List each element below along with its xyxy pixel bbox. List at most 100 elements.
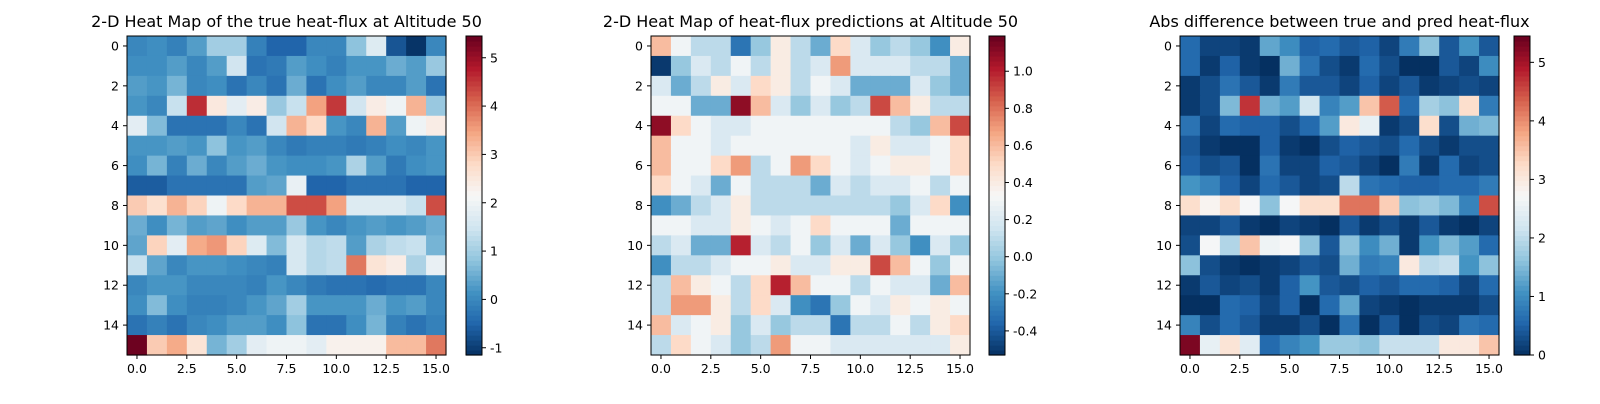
heatmap-cell — [1359, 75, 1380, 97]
colorbar-segment — [989, 125, 1005, 132]
heatmap-cell — [127, 195, 148, 217]
heatmap-cell — [1359, 235, 1380, 256]
heatmap-cell — [266, 255, 288, 276]
heatmap-cell — [870, 335, 891, 356]
heatmap-cell — [266, 275, 288, 296]
heatmap-cell — [1439, 75, 1460, 97]
heatmap-cell — [426, 255, 447, 276]
colorbar-segment — [1514, 220, 1530, 226]
colorbar-segment — [1514, 75, 1530, 82]
heatmap-cell — [730, 255, 752, 276]
heatmap-cell — [206, 135, 228, 157]
heatmap-cell — [750, 36, 772, 57]
heatmap-cell — [226, 295, 248, 316]
colorbar-tick-label: -0.4 — [1013, 323, 1037, 338]
heatmap-cell — [770, 275, 792, 296]
heatmap-cell — [1299, 295, 1321, 316]
colorbar-segment — [1514, 290, 1530, 296]
heatmap-cell — [146, 335, 168, 356]
heatmap-cell — [146, 115, 168, 137]
colorbar-segment — [466, 225, 482, 231]
heatmap-cell — [186, 175, 208, 197]
heatmap-cell — [790, 215, 812, 236]
heatmap-cell — [1259, 115, 1281, 137]
heatmap-cell — [710, 295, 732, 316]
colorbar-segment — [466, 185, 482, 192]
heatmap-cell — [346, 195, 367, 217]
heatmap-cell — [910, 36, 931, 57]
colorbar-segment — [466, 340, 482, 346]
heatmap-cell — [1299, 155, 1321, 177]
heatmap-cell — [1299, 215, 1321, 236]
heatmap-cell — [127, 275, 148, 296]
heatmap-cell — [1459, 155, 1480, 177]
heatmap-cell — [930, 75, 951, 97]
heatmap-cell — [1259, 275, 1281, 296]
heatmap-cell — [1299, 95, 1321, 117]
heatmap-cell — [790, 255, 812, 276]
heatmap-cell — [127, 295, 148, 316]
heatmap-cell — [286, 55, 308, 77]
colorbar-tick-label: 4 — [1538, 113, 1546, 128]
heatmap-cell — [146, 235, 168, 256]
heatmap-cell — [1259, 315, 1281, 336]
heatmap-cell — [326, 135, 347, 157]
heatmap-cell — [651, 115, 672, 137]
heatmap-cell — [286, 295, 308, 316]
heatmap-cell — [406, 315, 427, 336]
heatmap-cell — [670, 55, 692, 77]
heatmap-cell — [346, 275, 367, 296]
colorbar-segment — [1514, 36, 1530, 42]
heatmap-cell — [770, 255, 792, 276]
heatmap-cell — [186, 315, 208, 336]
heatmap-cell — [1239, 195, 1261, 217]
heatmap-cell — [1399, 36, 1420, 57]
heatmap-cell — [651, 335, 672, 356]
heatmap-cell — [830, 335, 851, 356]
heatmap-cell — [166, 175, 188, 197]
heatmap-cell — [346, 135, 367, 157]
heatmap-cell — [346, 295, 367, 316]
colorbar-segment — [989, 225, 1005, 231]
heatmap-cell — [366, 215, 387, 236]
colorbar-segment — [466, 220, 482, 226]
heatmap-cell — [690, 36, 712, 57]
heatmap-cell — [750, 255, 772, 276]
heatmap-cell — [1199, 295, 1221, 316]
heatmap-cell — [166, 215, 188, 236]
heatmap-cell — [426, 95, 447, 117]
colorbar-segment — [989, 200, 1005, 207]
heatmap-cell — [850, 275, 871, 296]
colorbar-segment — [989, 115, 1005, 122]
heatmap-cell — [226, 335, 248, 356]
heatmap-cell — [246, 115, 268, 137]
heatmap-cell — [790, 55, 812, 77]
colorbar-segment — [466, 60, 482, 67]
heatmap-cell — [1379, 235, 1400, 256]
heatmap-panel-1: 2-D Heat Map of the true heat-flux at Al… — [91, 12, 502, 376]
heatmap-cell — [1359, 155, 1380, 177]
heatmap-cell — [690, 55, 712, 77]
heatmap-cell — [246, 315, 268, 336]
colorbar-segment — [989, 135, 1005, 142]
heatmap-cell — [406, 95, 427, 117]
colorbar-segment — [1514, 140, 1530, 147]
colorbar-segment — [466, 140, 482, 147]
heatmap-cell — [1359, 36, 1380, 57]
heatmap-cell — [386, 95, 407, 117]
heatmap-cell — [1219, 235, 1241, 256]
colorbar-segment — [989, 295, 1005, 301]
heatmap-cell — [1219, 195, 1241, 217]
heatmap-cell — [930, 215, 951, 236]
heatmap-cell — [186, 215, 208, 236]
colorbar-segment — [1514, 100, 1530, 107]
colorbar-segment — [466, 325, 482, 331]
heatmap-cell — [326, 275, 347, 296]
heatmap-cell — [1459, 75, 1480, 97]
heatmap-cell — [1439, 315, 1460, 336]
heatmap-cell — [206, 55, 228, 77]
heatmap-cell — [406, 155, 427, 177]
heatmap-cells — [651, 36, 971, 356]
heatmap-cell — [426, 36, 447, 57]
heatmap-cell — [710, 215, 732, 236]
